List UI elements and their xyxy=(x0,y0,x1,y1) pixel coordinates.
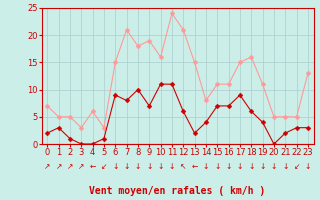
Text: ↗: ↗ xyxy=(44,162,51,171)
Text: ↗: ↗ xyxy=(55,162,62,171)
Text: ↓: ↓ xyxy=(112,162,118,171)
Text: ↙: ↙ xyxy=(293,162,300,171)
Text: ↓: ↓ xyxy=(225,162,232,171)
Text: ←: ← xyxy=(89,162,96,171)
Text: ↓: ↓ xyxy=(135,162,141,171)
Text: ↙: ↙ xyxy=(101,162,107,171)
Text: ↓: ↓ xyxy=(237,162,243,171)
Text: ↓: ↓ xyxy=(214,162,220,171)
Text: ←: ← xyxy=(191,162,198,171)
Text: ↓: ↓ xyxy=(203,162,209,171)
Text: ↓: ↓ xyxy=(248,162,254,171)
Text: ↗: ↗ xyxy=(78,162,84,171)
Text: ↓: ↓ xyxy=(169,162,175,171)
Text: Vent moyen/en rafales ( km/h ): Vent moyen/en rafales ( km/h ) xyxy=(90,186,266,196)
Text: ↓: ↓ xyxy=(157,162,164,171)
Text: ↓: ↓ xyxy=(146,162,152,171)
Text: ↓: ↓ xyxy=(271,162,277,171)
Text: ↓: ↓ xyxy=(260,162,266,171)
Text: ↓: ↓ xyxy=(282,162,288,171)
Text: ↓: ↓ xyxy=(305,162,311,171)
Text: ↗: ↗ xyxy=(67,162,73,171)
Text: ↖: ↖ xyxy=(180,162,187,171)
Text: ↓: ↓ xyxy=(124,162,130,171)
